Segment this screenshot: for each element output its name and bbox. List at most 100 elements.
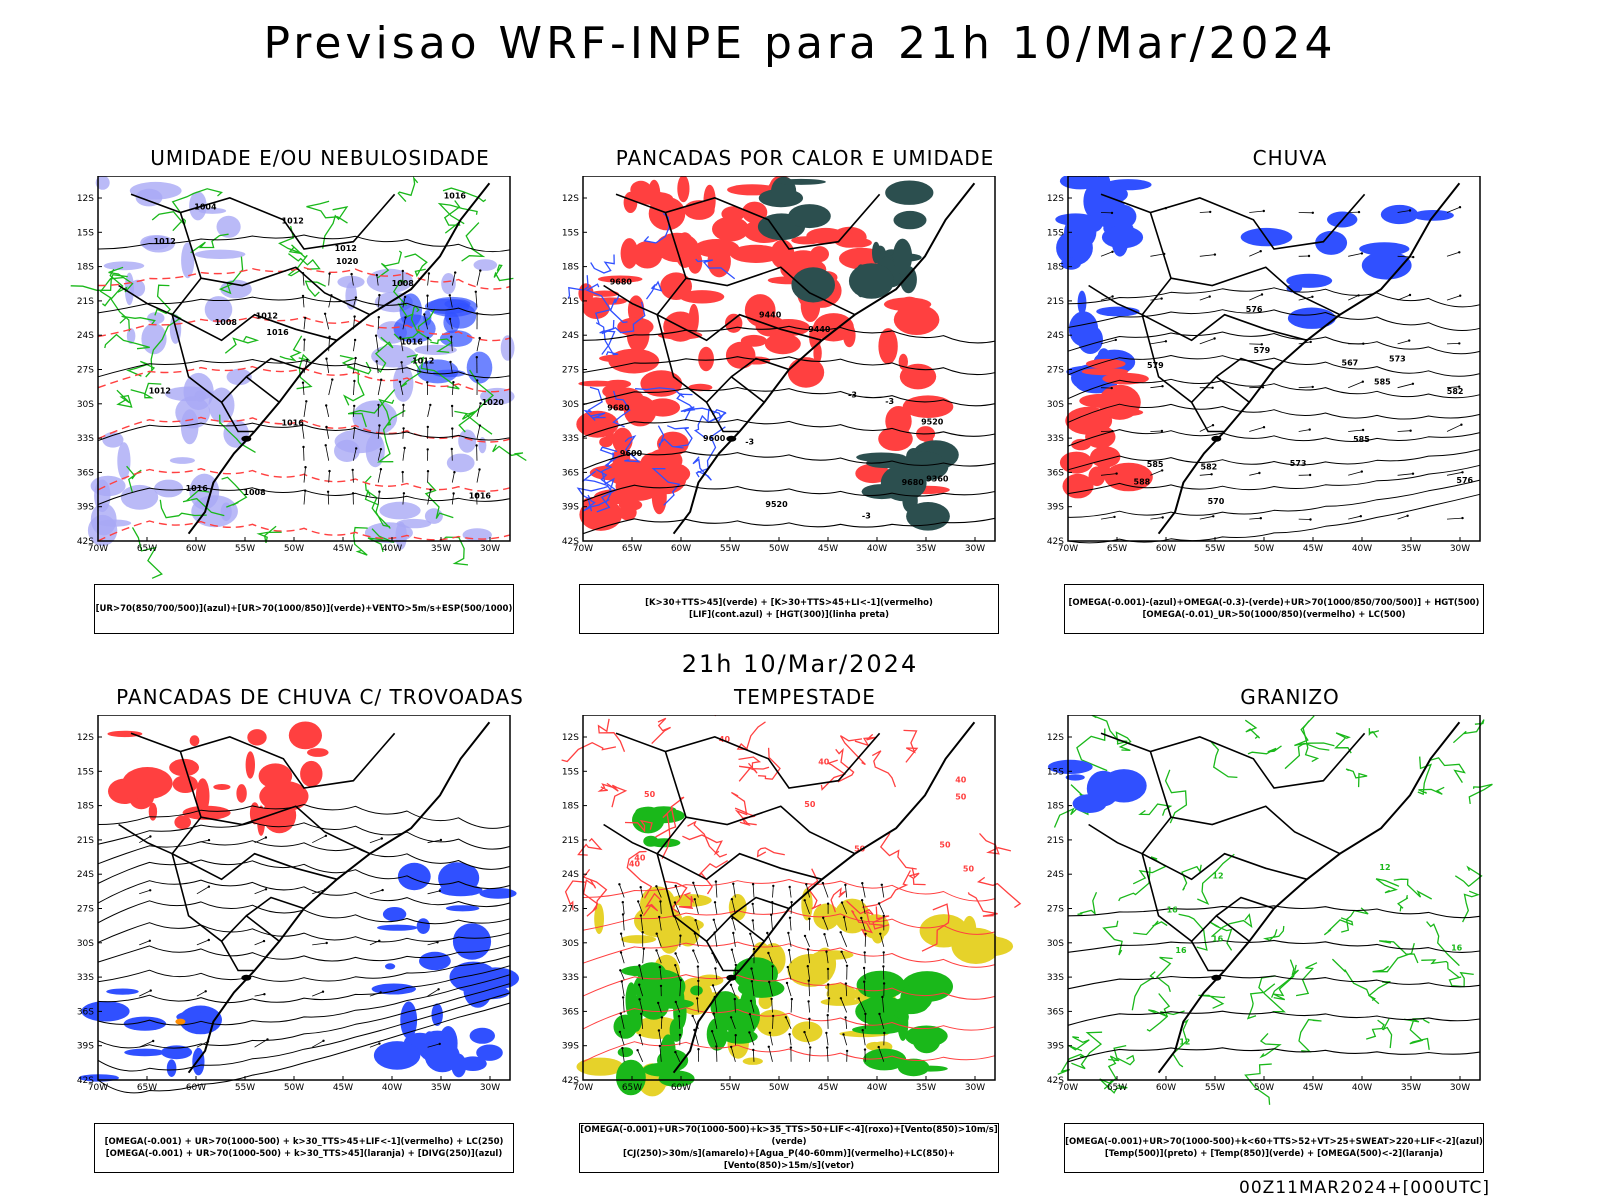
wind-vector-head: [751, 919, 754, 922]
wind-vector-head: [826, 902, 830, 905]
precip-water-contour: [606, 782, 628, 808]
hgt-label: 579: [1254, 346, 1271, 355]
streamline-arrow: [254, 940, 265, 946]
omega-area: [1287, 307, 1336, 329]
ur-contour: [221, 476, 248, 508]
humidity-area: [446, 453, 475, 473]
wind-vector: [807, 949, 810, 964]
footer-run-stamp: 00Z11MAR2024+[000UTC]: [1239, 1178, 1490, 1198]
omega-area: [1068, 311, 1099, 347]
wind850-area: [872, 1016, 902, 1027]
country-border: [1088, 823, 1143, 855]
wind-vector-head: [328, 469, 331, 473]
wind-vector-head: [715, 1045, 718, 1048]
streamline-arrow-head: [1360, 252, 1364, 255]
ur-contour: [492, 444, 527, 462]
lon-tick-label: 45W: [818, 544, 838, 554]
lat-tick-label: 30S: [1047, 400, 1064, 410]
wind-vector-head: [845, 1049, 849, 1053]
wind-vector: [827, 998, 830, 1013]
wind-vector-head: [697, 1048, 700, 1051]
contour-label: 40: [818, 757, 830, 766]
wind-vector: [622, 902, 625, 914]
ur-contour: [190, 233, 229, 254]
hgt-label: 576: [1246, 305, 1263, 314]
wind-vector-head: [863, 980, 866, 983]
isobar-label: 1004: [194, 203, 217, 212]
ki-area: [582, 297, 610, 319]
wind-vector: [845, 983, 848, 997]
rain-area: [1086, 358, 1126, 369]
streamline-arrow-head: [378, 939, 381, 942]
wind-vector-head: [379, 448, 383, 451]
lat-tick-label: 33S: [1047, 434, 1064, 444]
wind-vector: [476, 270, 481, 286]
streamline-arrow-head: [207, 838, 211, 842]
wind-vector-head: [655, 932, 658, 935]
lagoon: [241, 435, 252, 442]
streamline-arrow-head: [436, 941, 439, 944]
rain-area: [1062, 473, 1094, 499]
wind-vector: [377, 317, 380, 330]
streamline-arrow: [1199, 296, 1210, 301]
country-border: [730, 896, 790, 917]
ki-area: [647, 179, 661, 209]
thickness-contour: [97, 316, 511, 342]
wind-vector: [622, 1048, 625, 1062]
wind-vector: [878, 1046, 885, 1062]
temp-label: 16: [1451, 944, 1463, 953]
wind-vector: [714, 902, 718, 914]
country-border: [1170, 805, 1341, 855]
ur-contour: [377, 409, 406, 463]
streamline-arrow: [1298, 386, 1313, 389]
streamline-arrow: [1446, 386, 1460, 389]
wind-vector: [788, 932, 792, 947]
wind-vector: [675, 1001, 681, 1013]
streamline-arrow-head: [1307, 254, 1311, 258]
wind-vector-head: [350, 272, 353, 276]
wind-vector: [400, 337, 404, 352]
wind-vector-head: [729, 983, 733, 986]
wind-vector-head: [787, 948, 791, 952]
wind-vector: [751, 968, 755, 980]
wind-vector: [860, 917, 866, 931]
wind-vector: [375, 335, 379, 352]
lon-tick-label: 60W: [1156, 1083, 1176, 1093]
map-svg: 9680 9680 9680 9600 9600 9520 9520 9440 9440 9360…: [562, 175, 996, 554]
streamline-arrow: [369, 889, 383, 895]
lc250-streamline: [97, 944, 511, 963]
wind-vector-head: [305, 400, 308, 403]
storm-area: [148, 802, 158, 821]
wind-vector-head: [808, 1017, 811, 1020]
temp850-contour: [1462, 890, 1480, 923]
legend-line: [Temp(500)](preto) + [Temp(850)](verde) …: [1104, 1149, 1444, 1159]
wind-vector-head: [696, 965, 700, 968]
lon-tick-label: 40W: [1352, 1083, 1372, 1093]
hgt500-contour: [1067, 464, 1481, 495]
legend-umidade: [UR>70(850/700/500)](azul)+[UR>70(1000/8…: [94, 584, 514, 634]
wind-vector: [303, 317, 306, 330]
ur-contour: [493, 264, 514, 282]
contour-label: 50: [939, 841, 951, 850]
wind-vector-head: [402, 427, 405, 430]
ki-area: [576, 410, 619, 438]
lif-contour: [612, 390, 631, 428]
wind-vector: [749, 1032, 755, 1046]
wind-vector: [640, 915, 644, 931]
wind-vector-head: [426, 294, 429, 297]
ur-contour: [119, 315, 156, 326]
wind-vector-head: [882, 951, 885, 954]
country-border: [705, 401, 740, 433]
omega-area: [1077, 290, 1087, 315]
precip-water-contour: [830, 887, 846, 913]
temp-label: 12: [1212, 871, 1223, 880]
lon-tick-label: 30W: [1450, 1083, 1470, 1093]
streamline-arrow-head: [1459, 294, 1462, 297]
ur-contour: [397, 175, 419, 203]
streamline-arrow-head: [149, 835, 152, 838]
wind-vector-head: [619, 1012, 622, 1015]
temp850-contour: [1323, 917, 1354, 936]
streamline-arrow-head: [1411, 472, 1415, 475]
wind-vector-head: [636, 1049, 639, 1052]
ur-contour: [378, 398, 395, 426]
